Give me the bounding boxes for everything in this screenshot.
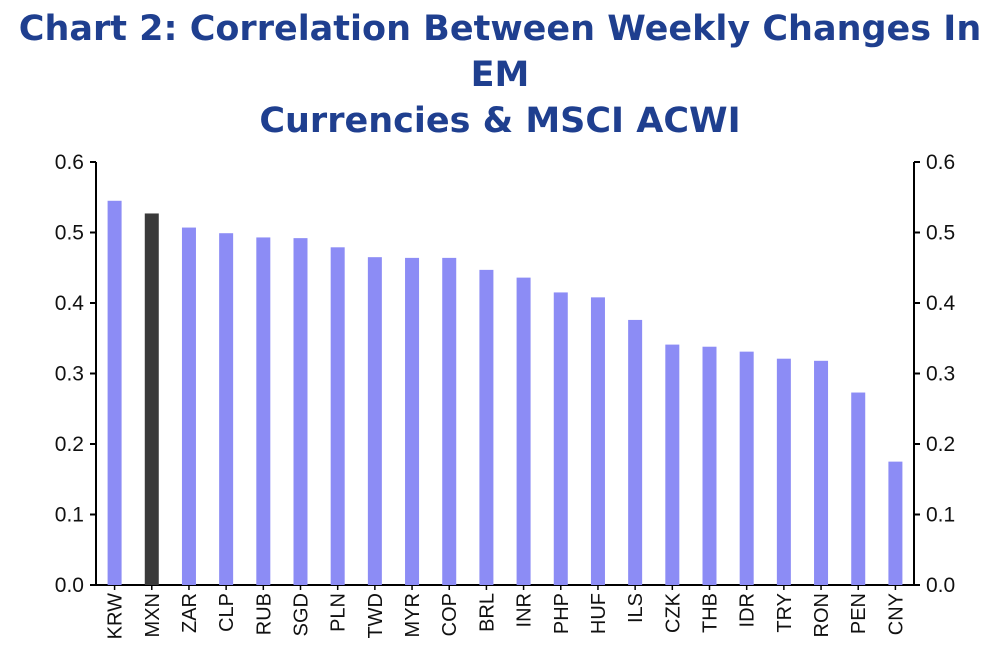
y-tick-label-right: 0.2 bbox=[926, 433, 955, 456]
x-tick-label-clp: CLP bbox=[216, 593, 238, 632]
bar-clp bbox=[219, 233, 234, 585]
y-tick-label-left: 0.6 bbox=[55, 151, 84, 174]
bar-idr bbox=[739, 351, 754, 585]
x-tick-label-czk: CZK bbox=[662, 592, 684, 633]
bar-php bbox=[553, 292, 568, 585]
bar-inr bbox=[516, 277, 531, 585]
x-tick-label-ron: RON bbox=[811, 593, 833, 637]
bar-sgd bbox=[293, 238, 308, 585]
y-tick-label-left: 0.2 bbox=[55, 433, 84, 456]
x-tick-label-cny: CNY bbox=[885, 593, 907, 635]
bar-huf bbox=[590, 297, 605, 585]
x-tick-label-pen: PEN bbox=[848, 593, 870, 634]
bar-try bbox=[776, 358, 791, 585]
x-tick-label-twd: TWD bbox=[365, 593, 387, 639]
y-tick-label-left: 0.5 bbox=[55, 222, 84, 245]
y-tick-label-right: 0.0 bbox=[926, 574, 955, 597]
x-tick-label-rub: RUB bbox=[253, 593, 275, 635]
bar-zar bbox=[181, 227, 196, 585]
bar-cop bbox=[442, 257, 457, 585]
y-tick-label-right: 0.6 bbox=[926, 151, 955, 174]
bar-myr bbox=[405, 257, 420, 585]
x-tick-label-brl: BRL bbox=[476, 593, 498, 632]
y-tick-label-left: 0.0 bbox=[55, 574, 84, 597]
x-tick-label-zar: ZAR bbox=[179, 593, 201, 633]
x-tick-label-mxn: MXN bbox=[142, 593, 164, 637]
bar-rub bbox=[256, 237, 271, 585]
bar-mxn bbox=[144, 213, 159, 585]
chart-title-line-1: Chart 2: Correlation Between Weekly Chan… bbox=[18, 9, 982, 95]
x-tick-label-inr: INR bbox=[514, 593, 536, 627]
bar-twd bbox=[367, 257, 382, 585]
y-tick-label-right: 0.1 bbox=[926, 504, 955, 527]
chart-title: Chart 2: Correlation Between Weekly Chan… bbox=[0, 6, 1000, 144]
chart-title-line-2: Currencies & MSCI ACWI bbox=[259, 101, 741, 141]
x-tick-label-myr: MYR bbox=[402, 593, 424, 637]
y-tick-label-right: 0.5 bbox=[926, 222, 955, 245]
bar-cny bbox=[888, 461, 903, 585]
x-tick-label-pln: PLN bbox=[328, 593, 350, 632]
x-tick-label-ils: ILS bbox=[625, 593, 647, 623]
y-tick-label-left: 0.4 bbox=[55, 292, 85, 315]
x-tick-label-try: TRY bbox=[774, 593, 796, 633]
y-tick-label-left: 0.1 bbox=[55, 504, 84, 527]
y-tick-label-right: 0.4 bbox=[926, 292, 956, 315]
bar-ron bbox=[814, 360, 829, 585]
bar-krw bbox=[107, 200, 122, 585]
x-tick-label-huf: HUF bbox=[588, 593, 610, 634]
bar-czk bbox=[665, 344, 680, 585]
bar-brl bbox=[479, 269, 494, 585]
bar-thb bbox=[702, 346, 717, 585]
bar-ils bbox=[628, 319, 643, 585]
y-tick-label-left: 0.3 bbox=[55, 363, 84, 386]
x-tick-label-cop: COP bbox=[439, 593, 461, 636]
x-tick-label-thb: THB bbox=[700, 593, 722, 633]
x-tick-label-sgd: SGD bbox=[291, 593, 313, 636]
x-tick-label-idr: IDR bbox=[737, 593, 759, 627]
x-tick-label-php: PHP bbox=[551, 593, 573, 634]
bar-pen bbox=[851, 392, 866, 585]
x-tick-label-krw: KRW bbox=[105, 593, 127, 639]
y-tick-label-right: 0.3 bbox=[926, 363, 955, 386]
bar-pln bbox=[330, 247, 345, 585]
